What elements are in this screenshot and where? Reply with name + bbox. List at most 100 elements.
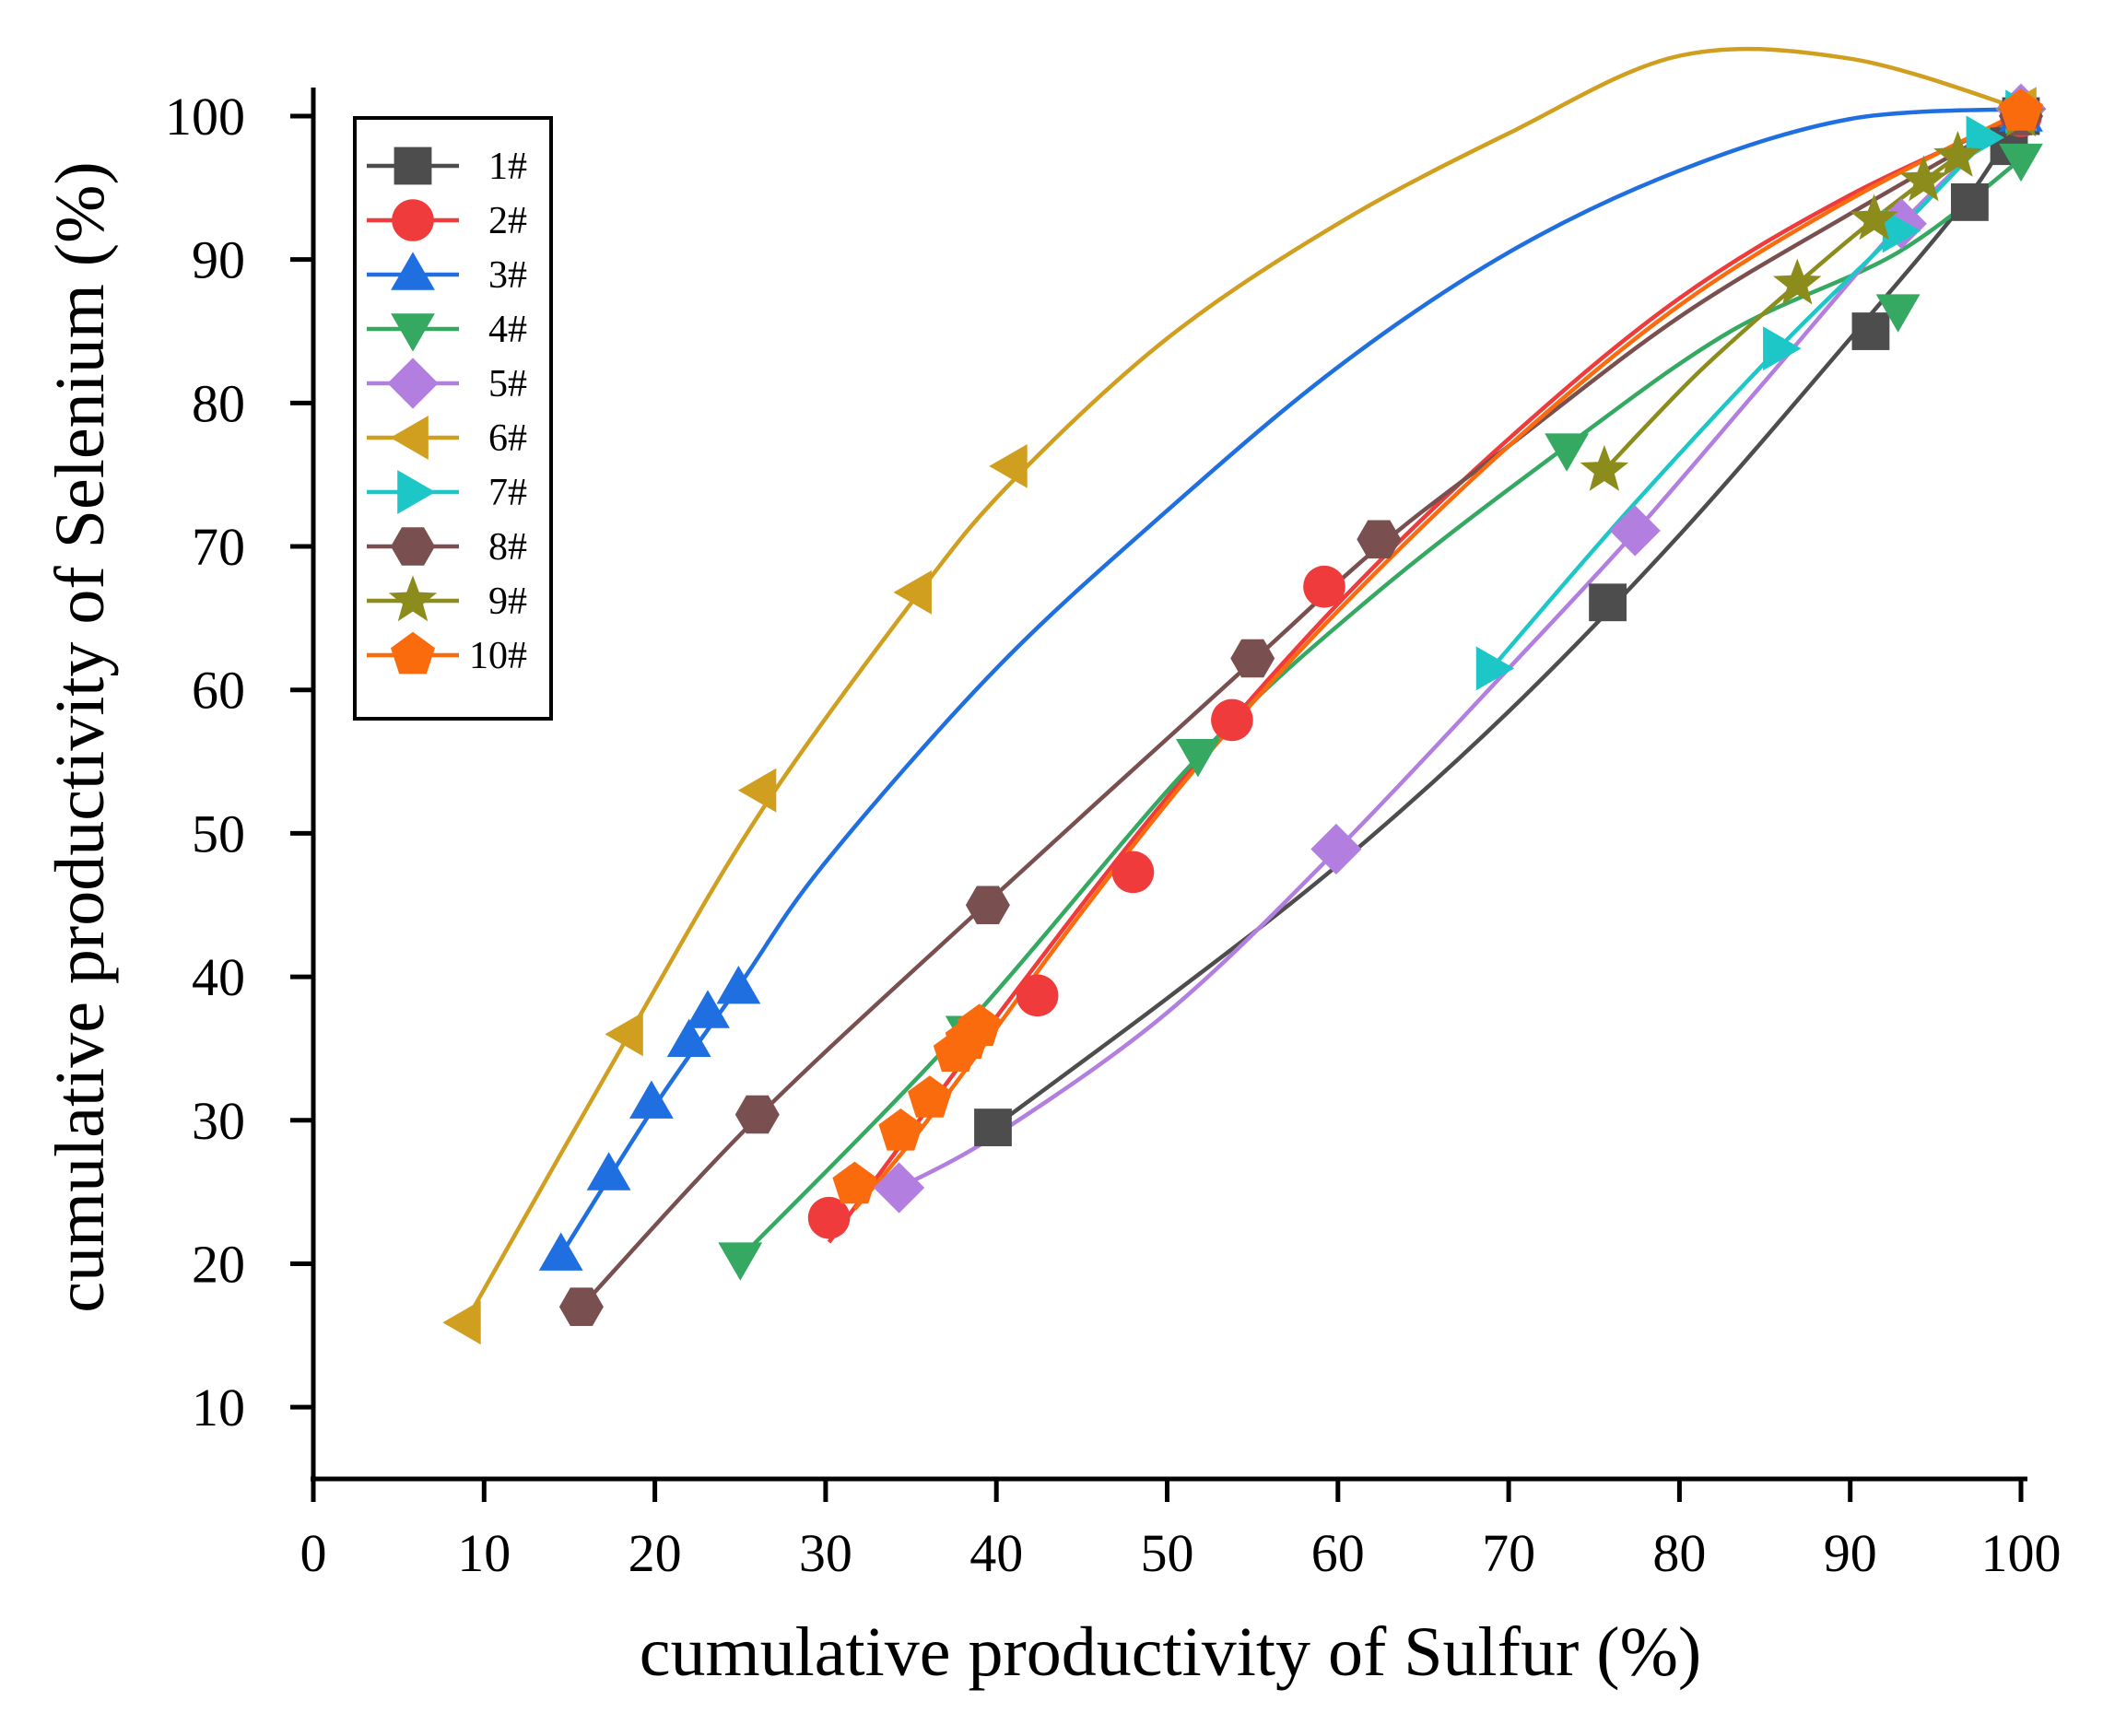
series-6-point-3	[737, 768, 777, 813]
series-4-point-1	[718, 1242, 763, 1281]
x-tick-label-80: 80	[1652, 1523, 1706, 1583]
series-10-point-6	[957, 1003, 1002, 1046]
legend-marker-2	[392, 199, 434, 241]
series-2-point-4	[1211, 698, 1253, 742]
series-9-point-5	[1933, 131, 1982, 177]
legend-item-7: 7#	[367, 470, 527, 514]
series-1-curve	[992, 111, 2023, 1130]
legend-marker-6	[390, 416, 429, 460]
series-1-point-1	[974, 1108, 1012, 1146]
series-4-point-6	[1999, 143, 2043, 182]
series-7-point-3	[1882, 208, 1921, 253]
legend: 1# 2# 3# 4# 5# 6# 7# 8# 9# 10#	[353, 116, 553, 721]
series-9-point-4	[1899, 155, 1948, 202]
series-8-point-1	[558, 1287, 604, 1326]
series-3-point-1	[538, 1232, 583, 1271]
series-8-points	[558, 97, 2043, 1326]
y-tick-label-100: 100	[165, 87, 245, 147]
legend-marker-8	[391, 527, 435, 566]
series-3-point-6	[716, 966, 761, 1004]
legend-label-8: 8#	[488, 526, 527, 569]
legend-marker-10	[391, 631, 435, 674]
legend-label-2: 2#	[488, 200, 527, 242]
x-tick-label-90: 90	[1824, 1523, 1877, 1583]
y-tick-label-10: 10	[192, 1378, 245, 1437]
x-tick-label-20: 20	[629, 1523, 682, 1583]
legend-label-10: 10#	[469, 635, 527, 677]
x-tick-label-30: 30	[799, 1523, 852, 1583]
x-tick-label-100: 100	[1981, 1523, 2062, 1583]
series-2-point-3	[1111, 850, 1155, 894]
legend-marker-9	[388, 575, 438, 622]
series-curves	[463, 46, 2023, 1324]
x-tick-label-40: 40	[969, 1523, 1023, 1583]
series-7-point-1	[1475, 646, 1515, 691]
legend-item-2: 2#	[367, 199, 527, 242]
y-tick-label-30: 30	[192, 1091, 245, 1151]
series-6-points	[442, 87, 2037, 1345]
series-2-points	[807, 95, 2042, 1239]
legend-marker-1	[394, 147, 432, 185]
x-ticks: 0 10 20 30 40 50 60 70 80 90 100	[300, 1479, 2062, 1583]
series-10-point-2	[878, 1108, 923, 1151]
series-3-point-2	[586, 1152, 631, 1191]
series-6-curve	[463, 46, 2022, 1324]
legend-item-8: 8#	[367, 526, 527, 569]
legend-item-6: 6#	[367, 416, 527, 460]
series-2-point-2	[1016, 974, 1059, 1017]
series-9-point-1	[1580, 444, 1629, 491]
legend-label-1: 1#	[488, 146, 527, 188]
series-10-points	[832, 88, 2043, 1204]
y-tick-label-90: 90	[192, 230, 245, 290]
series-9-point-3	[1850, 194, 1898, 240]
legend-item-5: 5#	[367, 358, 527, 409]
series-5-curve	[898, 107, 2023, 1190]
series-4-point-4	[1545, 433, 1589, 472]
series-8-curve	[580, 114, 2023, 1308]
x-tick-label-70: 70	[1482, 1523, 1535, 1583]
x-tick-label-60: 60	[1311, 1523, 1365, 1583]
y-tick-label-60: 60	[192, 661, 245, 721]
legend-label-9: 9#	[488, 581, 527, 623]
series-markers	[442, 83, 2047, 1345]
legend-item-1: 1#	[367, 146, 527, 188]
series-8-point-2	[734, 1095, 780, 1134]
series-6-point-1	[442, 1300, 481, 1345]
legend-marker-3	[391, 252, 435, 290]
series-1-point-3	[1851, 312, 1890, 350]
series-5-point-3	[1609, 505, 1661, 557]
legend-label-7: 7#	[488, 472, 527, 514]
series-8-point-4	[1230, 639, 1275, 678]
series-8-point-5	[1357, 520, 1402, 559]
legend-label-4: 4#	[488, 309, 527, 351]
x-tick-label-10: 10	[457, 1523, 511, 1583]
series-3-point-4	[666, 1018, 711, 1057]
series-10-point-3	[908, 1075, 952, 1118]
series-9-point-2	[1773, 258, 1822, 305]
x-tick-label-0: 0	[300, 1523, 327, 1583]
legend-label-5: 5#	[488, 363, 527, 405]
legend-marker-7	[397, 470, 436, 514]
series-3-curve	[558, 106, 2022, 1257]
series-10-point-7	[1999, 88, 2043, 131]
series-6-point-4	[893, 570, 932, 615]
legend-label-3: 3#	[488, 254, 527, 297]
x-axis-title: cumulative productivity of Sulfur (%)	[640, 1613, 1701, 1691]
series-10-point-1	[832, 1161, 877, 1204]
series-2-point-5	[1303, 565, 1345, 608]
legend-item-9: 9#	[367, 575, 527, 623]
series-2-point-1	[807, 1196, 851, 1239]
legend-box	[353, 116, 553, 721]
y-ticks: 10 20 30 40 50 60 70 80 90 100	[165, 87, 313, 1437]
series-1-point-2	[1589, 583, 1627, 622]
series-4-point-5	[1875, 294, 1921, 333]
series-3-point-5	[686, 990, 730, 1028]
series-1-point-4	[1951, 183, 1989, 221]
y-tick-label-40: 40	[192, 947, 245, 1007]
series-4-point-3	[1176, 739, 1220, 778]
legend-marker-5	[387, 358, 439, 409]
y-tick-label-70: 70	[192, 517, 245, 577]
series-5-points	[874, 83, 2047, 1214]
x-tick-label-50: 50	[1141, 1523, 1194, 1583]
